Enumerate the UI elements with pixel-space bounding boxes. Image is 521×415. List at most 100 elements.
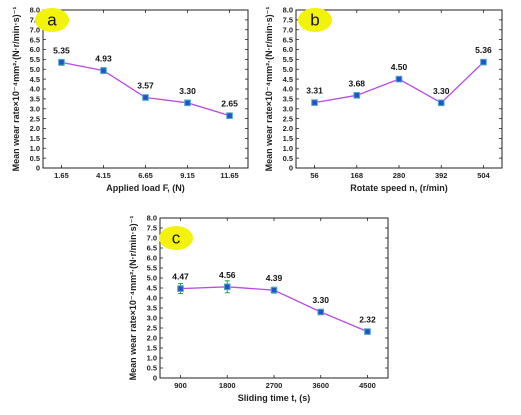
x-tick-label: 3600 (312, 381, 329, 390)
data-point-marker (58, 59, 65, 66)
data-point-marker (353, 92, 361, 99)
y-tick-label: 4.5 (30, 75, 40, 84)
y-tick-label: 6.5 (283, 35, 293, 44)
y-tick-label: 2.5 (283, 114, 293, 123)
y-tick-label: 7.0 (30, 25, 40, 34)
y-tick-label: 0.5 (147, 364, 157, 373)
y-tick-label: 4.0 (283, 85, 293, 94)
y-axis-title: Mean wear rate×10⁻⁴mm²·(N·r/min·s)⁻¹ (128, 216, 138, 381)
chart-panel-b: 00.51.01.52.02.53.03.54.04.55.05.56.06.5… (264, 6, 503, 193)
x-axis-title: Applied load F, (N) (106, 183, 185, 193)
y-tick-label: 5.5 (30, 55, 40, 64)
y-tick-label: 3.0 (283, 104, 293, 113)
y-tick-label: 8.0 (283, 6, 293, 15)
data-point-marker (226, 112, 233, 119)
x-tick-label: 1800 (219, 381, 236, 390)
y-tick-label: 7.5 (147, 224, 157, 233)
x-axis-title: Sliding time t, (s) (238, 393, 311, 403)
y-tick-label: 2.0 (283, 124, 293, 133)
y-tick-label: 5.0 (147, 274, 157, 283)
y-tick-label: 1.5 (283, 134, 293, 143)
y-tick-label: 4.5 (283, 75, 293, 84)
y-tick-label: 0.5 (30, 154, 40, 163)
y-tick-label: 3.5 (30, 95, 40, 104)
y-tick-label: 0 (289, 164, 293, 173)
data-label: 4.47 (172, 272, 189, 282)
y-tick-label: 3.5 (283, 95, 293, 104)
data-label: 5.35 (53, 45, 70, 55)
x-tick-label: 392 (435, 171, 448, 180)
x-axis-title: Rotate speed n, (r/min) (350, 183, 448, 193)
y-axis-title: Mean wear rate×10⁻⁴mm²·(N·r/min·s)⁻¹ (11, 7, 21, 172)
y-tick-label: 8.0 (30, 6, 40, 15)
y-tick-label: 2.5 (147, 324, 157, 333)
data-label: 4.56 (219, 270, 236, 280)
y-tick-label: 4.0 (30, 85, 40, 94)
chart-panel-c: 00.51.01.52.02.53.03.54.04.55.05.56.06.5… (128, 214, 389, 403)
data-point-marker (317, 308, 325, 316)
y-tick-label: 5.0 (283, 65, 293, 74)
y-tick-label: 3.0 (30, 104, 40, 113)
y-tick-label: 5.5 (147, 264, 157, 273)
data-point-marker (437, 99, 445, 107)
y-tick-label: 2.0 (30, 124, 40, 133)
x-tick-label: 4.15 (96, 171, 111, 180)
y-tick-label: 2.0 (147, 334, 157, 343)
data-label: 3.57 (137, 80, 154, 90)
y-tick-label: 2.5 (30, 114, 40, 123)
data-point-marker (100, 67, 107, 74)
y-axis-title: Mean wear rate×10⁻⁴mm²·(N·r/min·s)⁻¹ (264, 7, 274, 172)
y-tick-label: 6.5 (30, 35, 40, 44)
data-point-marker (184, 99, 191, 107)
y-tick-label: 7.5 (30, 16, 40, 25)
y-tick-label: 7.0 (147, 234, 157, 243)
data-label: 3.30 (433, 86, 450, 96)
y-tick-label: 6.0 (283, 45, 293, 54)
data-point-marker (311, 99, 318, 106)
y-tick-label: 3.5 (147, 304, 157, 313)
data-point-marker (395, 75, 403, 83)
data-point-marker (142, 94, 149, 101)
x-tick-label: 11.65 (220, 171, 238, 180)
x-tick-label: 900 (174, 381, 187, 390)
data-label: 3.30 (312, 295, 329, 305)
x-tick-label: 9.15 (180, 171, 195, 180)
y-tick-label: 6.5 (147, 244, 157, 253)
y-tick-label: 0.5 (283, 154, 293, 163)
data-label: 3.68 (348, 78, 365, 88)
x-tick-label: 504 (477, 171, 490, 180)
data-label: 2.32 (359, 315, 376, 325)
y-tick-label: 6.0 (30, 45, 40, 54)
y-tick-label: 7.5 (283, 16, 293, 25)
x-tick-label: 1.65 (54, 171, 69, 180)
data-label: 4.50 (391, 62, 408, 72)
y-tick-label: 1.0 (147, 354, 157, 363)
data-label: 2.65 (221, 99, 238, 109)
x-tick-label: 168 (351, 171, 364, 180)
y-tick-label: 3.0 (147, 314, 157, 323)
panel-letter: a (47, 11, 57, 30)
data-point-marker (364, 328, 371, 335)
data-label: 5.36 (475, 45, 492, 55)
y-tick-label: 4.5 (147, 284, 157, 293)
y-tick-label: 1.0 (283, 144, 293, 153)
y-tick-label: 1.0 (30, 144, 40, 153)
panel-letter: b (310, 11, 319, 30)
panel-badge (298, 8, 332, 32)
data-point-marker (270, 286, 278, 294)
plot-frame (159, 217, 389, 379)
y-tick-label: 4.0 (147, 294, 157, 303)
panel-letter: c (172, 229, 181, 248)
chart-panel-a: 00.51.01.52.02.53.03.54.04.55.05.56.06.5… (11, 6, 249, 193)
data-point-marker (480, 58, 487, 66)
data-label: 4.39 (266, 273, 283, 283)
y-tick-label: 1.5 (30, 134, 40, 143)
data-label: 3.30 (179, 86, 196, 96)
x-tick-label: 280 (393, 171, 406, 180)
x-tick-label: 56 (310, 171, 318, 180)
y-tick-label: 5.0 (30, 65, 40, 74)
y-tick-label: 0 (36, 164, 40, 173)
y-tick-label: 5.5 (283, 55, 293, 64)
panel-badge (35, 8, 69, 32)
